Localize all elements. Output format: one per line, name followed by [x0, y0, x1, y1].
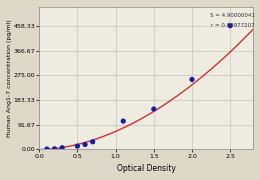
Point: [152, 108, 156, 111]
Text: S = 4.90000041: S = 4.90000041: [210, 13, 255, 18]
Point: [75, 145, 80, 148]
Point: [228, 24, 232, 27]
Point: [45, 148, 49, 150]
Y-axis label: Human Ang1-7 concentration (pg/ml): Human Ang1-7 concentration (pg/ml): [7, 19, 12, 137]
Point: [121, 120, 125, 123]
Point: [53, 147, 57, 150]
Point: [190, 78, 194, 81]
Text: r = 0.99977207: r = 0.99977207: [211, 23, 255, 28]
Point: [83, 143, 87, 146]
Point: [91, 140, 95, 143]
X-axis label: Optical Density: Optical Density: [117, 164, 176, 173]
Point: [60, 146, 64, 149]
